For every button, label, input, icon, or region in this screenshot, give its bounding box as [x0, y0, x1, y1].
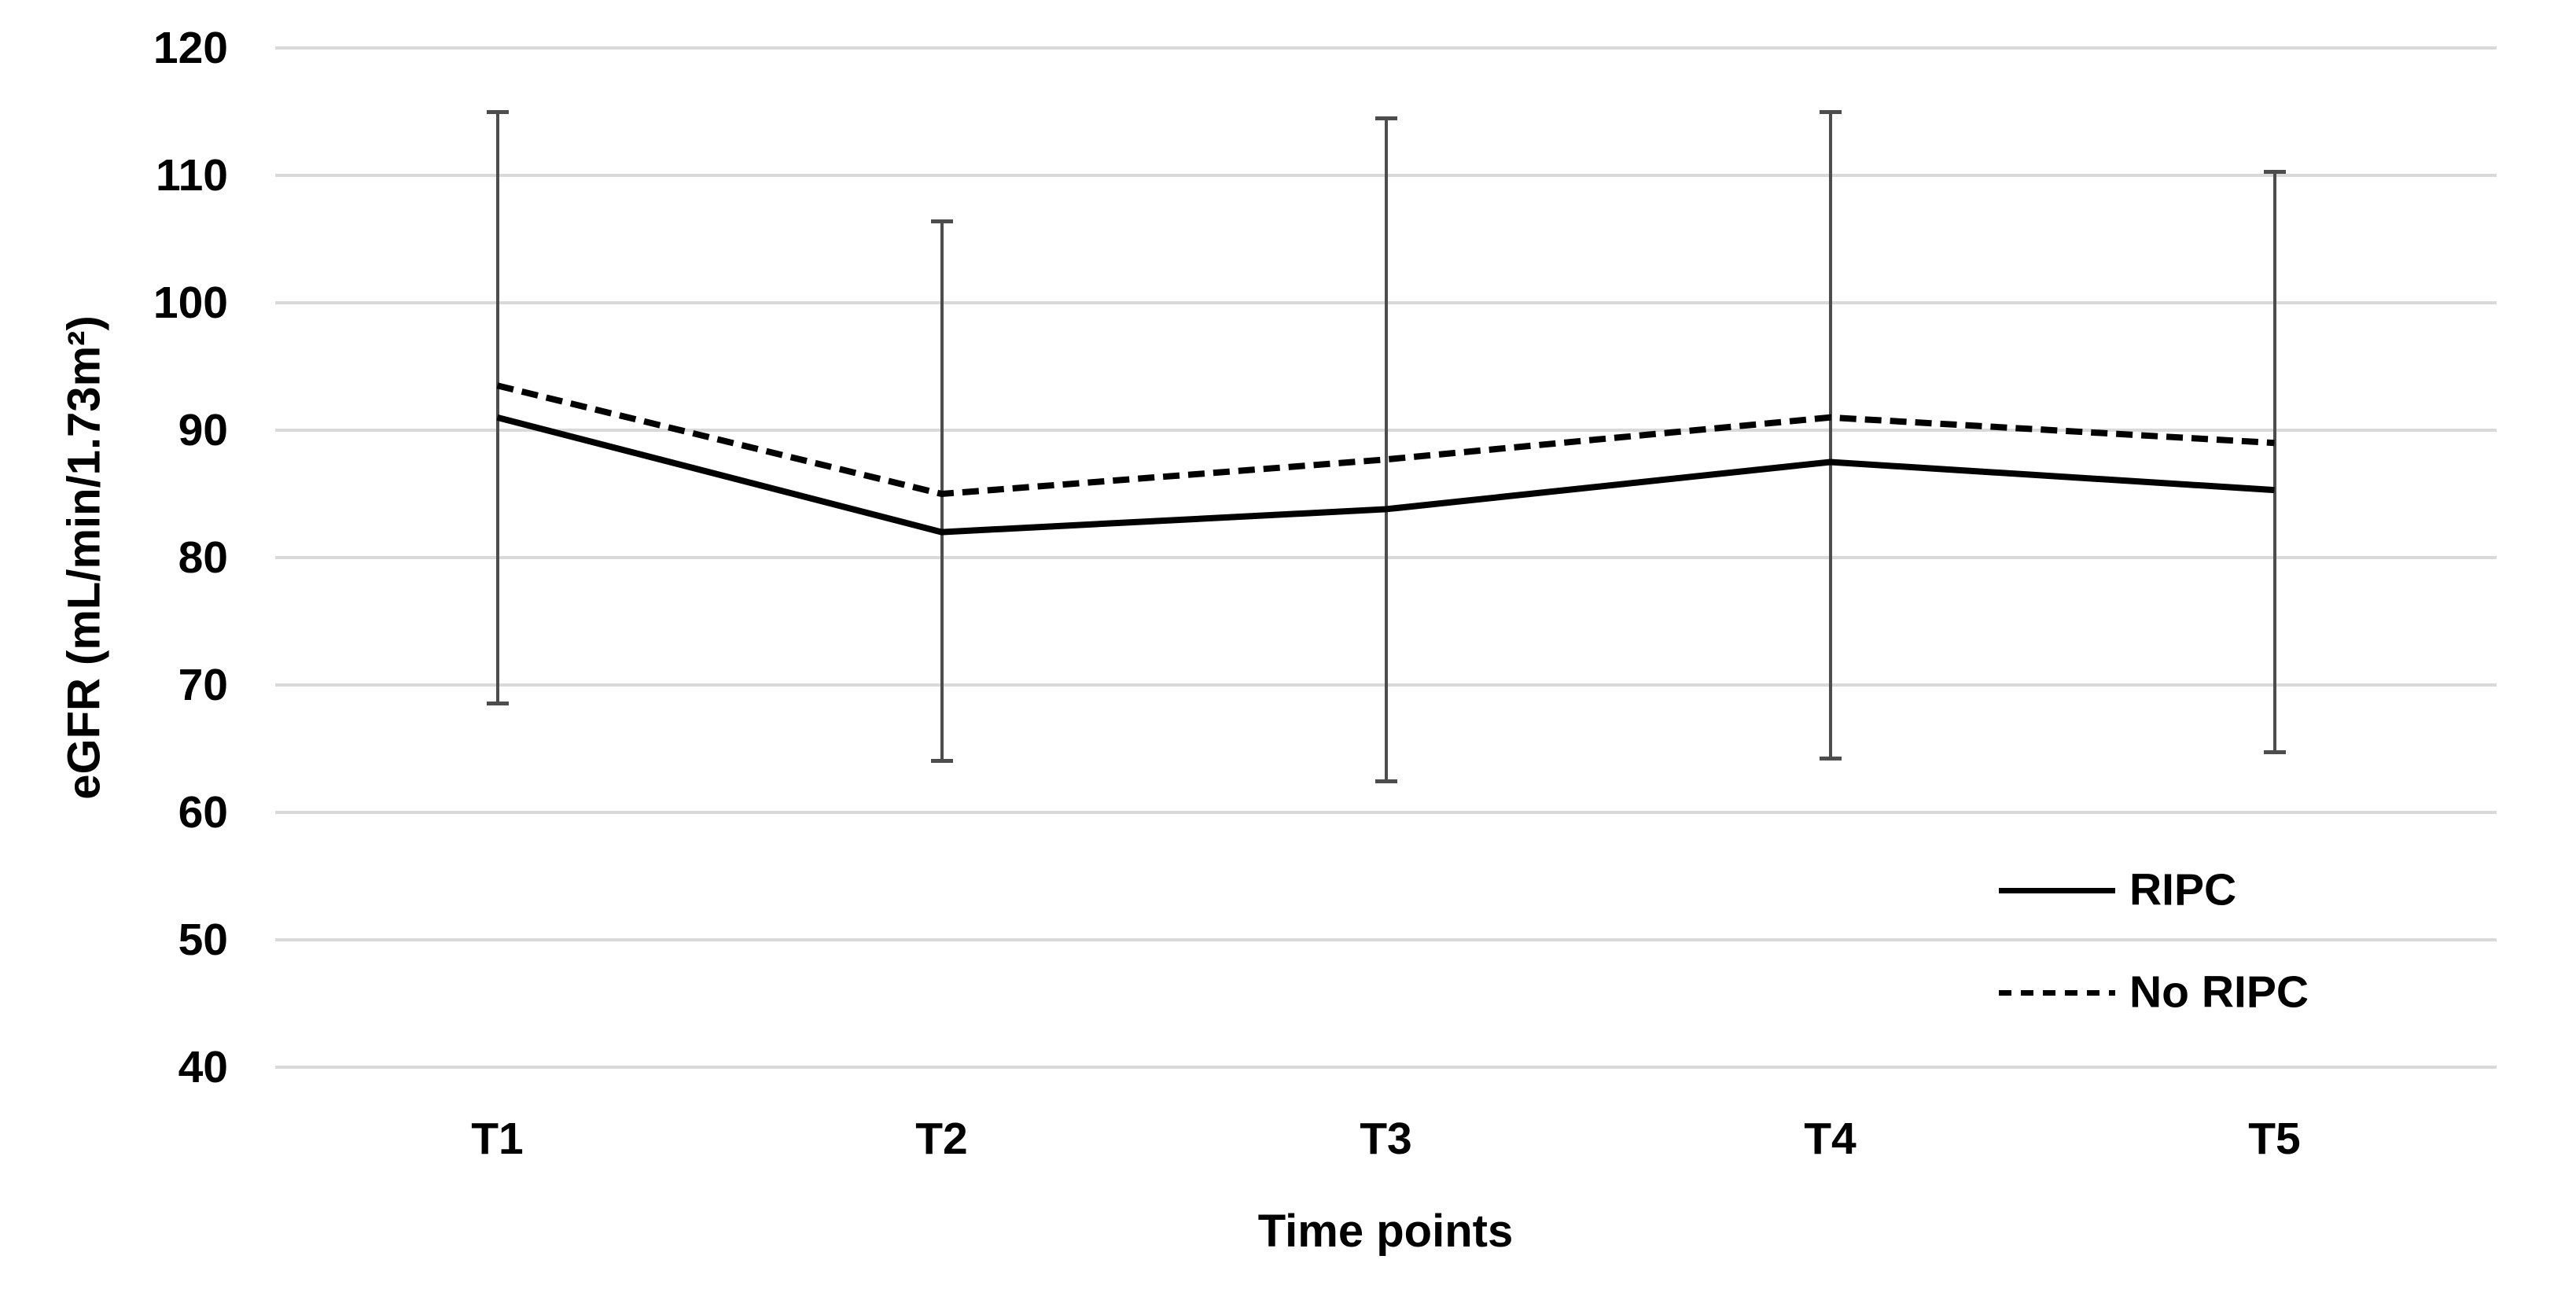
error-bar-line-T5	[2272, 171, 2276, 753]
error-bar-line-T4	[1828, 112, 1832, 759]
y-tick-label-120: 120	[153, 23, 228, 73]
x-tick-label-T3: T3	[1360, 1114, 1412, 1164]
plot-area	[275, 46, 2497, 1069]
series-lines	[496, 382, 2275, 536]
y-tick-label-40: 40	[178, 1042, 228, 1092]
gridline-y-60	[275, 811, 2497, 814]
error-bar-cap-top-T1	[486, 110, 509, 114]
series-line-no-ripc	[496, 382, 2275, 498]
error-bar-cap-top-T4	[1819, 110, 1842, 114]
legend-item-no-ripc: No RIPC	[1999, 970, 2309, 1015]
legend-item-ripc: RIPC	[1999, 864, 2237, 915]
error-bar-cap-bottom-T1	[486, 702, 509, 706]
x-tick-label-T5: T5	[2248, 1114, 2301, 1164]
dashed-line-swatch-icon	[1999, 989, 2115, 996]
y-tick-label-80: 80	[178, 532, 228, 583]
y-tick-label-60: 60	[178, 787, 228, 838]
y-tick-label-70: 70	[178, 660, 228, 710]
series-line-ripc	[496, 414, 2275, 536]
legend-label-no-ripc: No RIPC	[2129, 967, 2309, 1018]
error-bar-cap-top-T3	[1374, 116, 1397, 121]
error-bar-cap-bottom-T5	[2263, 749, 2286, 754]
x-tick-label-T2: T2	[915, 1114, 968, 1164]
x-axis-title: Time points	[1257, 1206, 1514, 1257]
error-bar-cap-bottom-T2	[930, 759, 953, 764]
y-tick-label-110: 110	[156, 150, 228, 201]
y-tick-label-90: 90	[178, 405, 228, 455]
solid-line-swatch-icon	[1999, 887, 2115, 893]
gridline-y-40	[275, 1066, 2497, 1069]
error-bar-line-T1	[495, 112, 499, 705]
error-bar-cap-top-T5	[2263, 170, 2286, 175]
gridline-y-120	[275, 46, 2497, 50]
y-tick-label-50: 50	[178, 915, 228, 965]
gridline-y-50	[275, 938, 2497, 941]
x-tick-label-T1: T1	[471, 1114, 524, 1164]
error-bar-cap-bottom-T3	[1374, 779, 1397, 784]
error-bar-line-T3	[1384, 118, 1388, 783]
error-bar-cap-bottom-T4	[1819, 756, 1842, 760]
y-tick-label-100: 100	[153, 278, 228, 328]
error-bar-cap-top-T2	[930, 219, 953, 224]
x-tick-label-T4: T4	[1804, 1114, 1857, 1164]
legend-label-ripc: RIPC	[2129, 864, 2237, 915]
